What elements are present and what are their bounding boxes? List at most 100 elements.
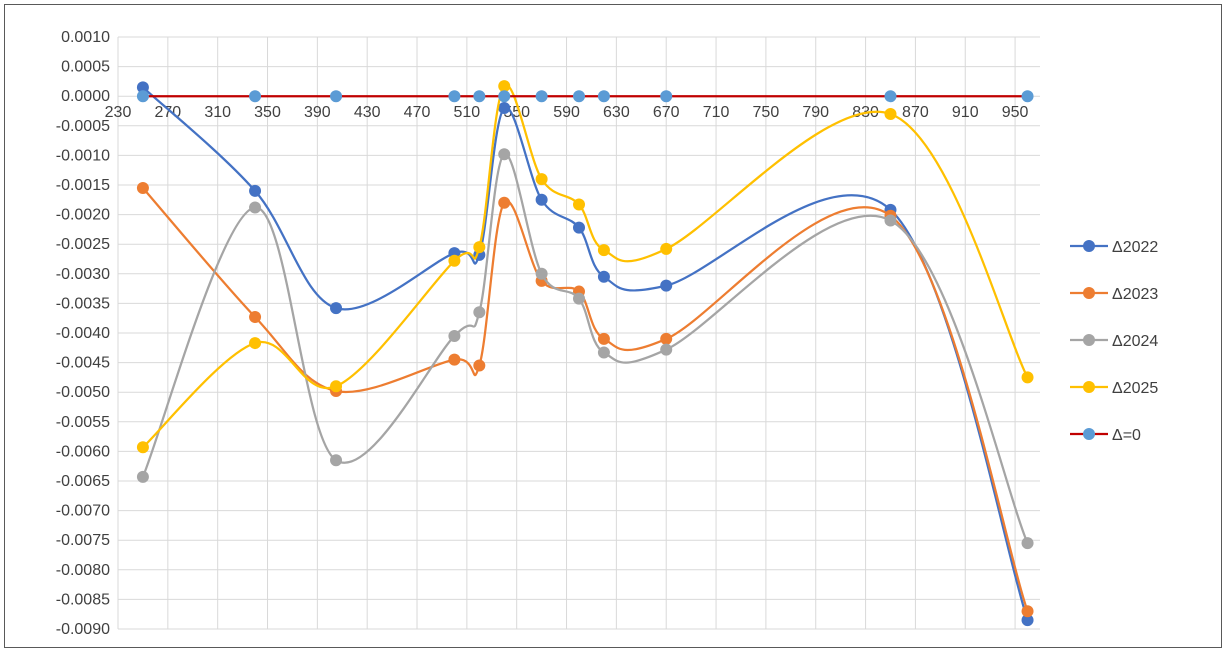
legend-4-label: Δ2025 (1112, 380, 1158, 397)
legend-1-label: Δ2022 (1112, 239, 1158, 256)
y-tick-label: -0.0065 (56, 473, 110, 490)
legend-2-marker (1083, 287, 1095, 299)
series-4-point (535, 173, 548, 186)
x-tick-label: 350 (254, 104, 281, 121)
y-tick-label: 0.0010 (61, 29, 110, 46)
series-3-point (448, 329, 461, 342)
series-5-point (573, 90, 585, 103)
series-3-point (660, 343, 673, 356)
series-3-point (573, 292, 585, 305)
x-tick-label: 430 (354, 104, 381, 121)
series-2-point (136, 181, 149, 194)
series-5-point (535, 90, 548, 103)
series-4-point (330, 380, 343, 393)
series-5-point (330, 90, 343, 103)
x-tick-label: 470 (404, 104, 431, 121)
legend-1-marker (1083, 240, 1095, 252)
x-tick-label: 390 (304, 104, 331, 121)
series-1-point (573, 221, 585, 234)
series-2-point (498, 196, 511, 209)
x-tick-label: 910 (952, 104, 979, 121)
series-4-point (660, 242, 673, 255)
series-1-point (330, 302, 343, 315)
series-5-point (660, 90, 673, 103)
series-3-point (473, 306, 486, 319)
series-5-point (136, 90, 149, 103)
y-tick-label: -0.0090 (56, 621, 110, 638)
series-2-point (660, 332, 673, 345)
y-tick-label: -0.0085 (56, 591, 110, 608)
x-tick-label: 670 (653, 104, 680, 121)
series-4-point (498, 80, 511, 93)
series-2-point (597, 332, 610, 345)
x-tick-label: 230 (105, 104, 132, 121)
y-tick-label: -0.0045 (56, 355, 110, 372)
y-tick-label: -0.0035 (56, 295, 110, 312)
y-tick-label: -0.0050 (56, 384, 110, 401)
series-5-point (597, 90, 610, 103)
x-tick-label: 790 (802, 104, 829, 121)
y-tick-label: -0.0005 (56, 118, 110, 135)
series-5-point (448, 90, 461, 103)
series-2-line (141, 186, 1029, 613)
series-1-point (660, 279, 673, 292)
series-3-point (1021, 537, 1034, 550)
legend-3-marker (1083, 334, 1095, 346)
series-1-point (597, 270, 610, 283)
series-4-point (473, 241, 486, 254)
series-4-line (141, 84, 1029, 449)
series-1-point (1021, 614, 1034, 627)
series-2-point (249, 311, 262, 324)
series-4-point (884, 107, 897, 120)
legend-4-marker (1083, 381, 1095, 393)
y-tick-label: -0.0055 (56, 414, 110, 431)
series-3-point (884, 214, 897, 227)
series-4-point (597, 244, 610, 257)
y-tick-label: -0.0015 (56, 177, 110, 194)
series-3-point (249, 201, 262, 214)
series-4-point (136, 441, 149, 454)
legend-5-marker (1083, 428, 1095, 440)
x-tick-label: 870 (902, 104, 929, 121)
legend-2-label: Δ2023 (1112, 286, 1158, 303)
series-3-point (330, 454, 343, 467)
series-1-line (141, 86, 1029, 622)
series-5-point (884, 90, 897, 103)
x-tick-label: 310 (204, 104, 231, 121)
y-tick-label: -0.0020 (56, 207, 110, 224)
y-tick-label: -0.0040 (56, 325, 110, 342)
x-tick-label: 750 (753, 104, 780, 121)
series-3-point (535, 267, 548, 280)
x-tick-label: 270 (154, 104, 181, 121)
y-tick-label: -0.0070 (56, 503, 110, 520)
x-tick-label: 630 (603, 104, 630, 121)
series-4-point (573, 198, 585, 211)
series-1-point (498, 102, 511, 115)
y-tick-label: -0.0075 (56, 532, 110, 549)
legend-3-label: Δ2024 (1112, 333, 1158, 350)
series-5-point (249, 90, 262, 103)
series-2-point (1021, 605, 1034, 618)
y-tick-label: -0.0010 (56, 147, 110, 164)
y-tick-label: 0.0005 (61, 59, 110, 76)
series-1-point (535, 193, 548, 206)
series-1-point (249, 184, 262, 197)
y-tick-label: -0.0080 (56, 562, 110, 579)
series-2-point (448, 353, 461, 366)
x-tick-label: 950 (1002, 104, 1029, 121)
series-3-point (136, 470, 149, 483)
x-tick-label: 510 (454, 104, 481, 121)
y-tick-label: 0.0000 (61, 88, 110, 105)
series-5-point (473, 90, 486, 103)
series-5-point (1021, 90, 1034, 103)
y-tick-label: -0.0060 (56, 443, 110, 460)
x-tick-label: 590 (553, 104, 580, 121)
series-4-point (1021, 371, 1034, 384)
x-tick-label: 710 (703, 104, 730, 121)
series-2-point (473, 359, 486, 372)
series-3-point (498, 148, 511, 161)
series-5-point (498, 90, 511, 103)
series-4-point (448, 254, 461, 267)
y-tick-label: -0.0030 (56, 266, 110, 283)
